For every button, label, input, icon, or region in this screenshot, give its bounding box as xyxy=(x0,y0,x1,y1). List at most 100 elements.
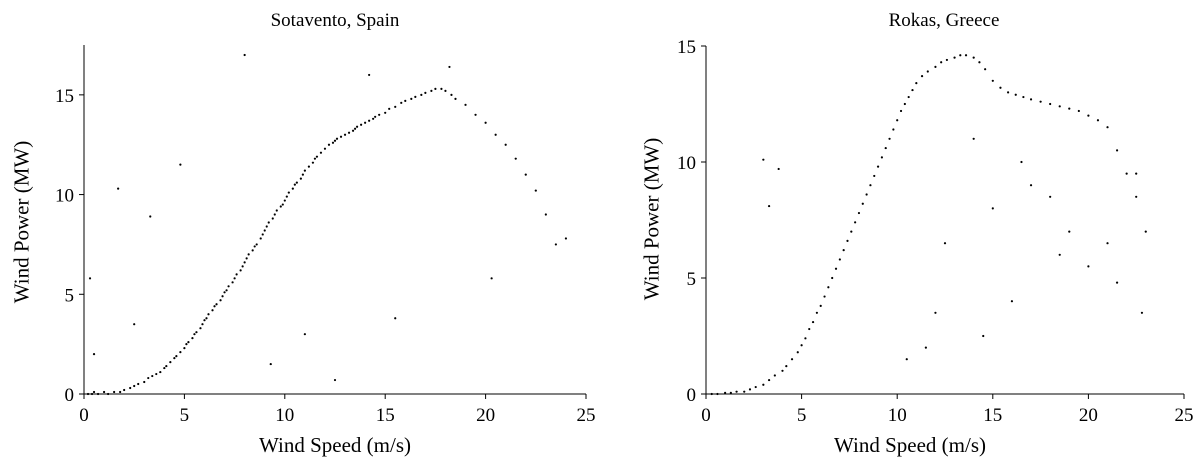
data-point xyxy=(159,370,162,374)
data-point xyxy=(241,265,244,268)
data-point xyxy=(215,303,218,306)
data-point xyxy=(183,347,186,350)
data-point xyxy=(984,68,987,71)
data-point xyxy=(861,202,864,205)
data-point xyxy=(934,311,937,314)
data-point xyxy=(343,133,347,136)
data-point xyxy=(1039,100,1042,103)
data-point xyxy=(165,364,168,368)
data-point xyxy=(815,311,818,314)
data-point xyxy=(235,273,238,276)
y-tick-label: 0 xyxy=(65,385,75,406)
data-point xyxy=(355,125,359,128)
data-point xyxy=(351,129,355,132)
data-point xyxy=(991,79,994,82)
data-point xyxy=(834,267,838,270)
data-point xyxy=(191,337,194,340)
data-point xyxy=(251,249,254,252)
data-point xyxy=(207,313,210,316)
data-point xyxy=(239,269,242,272)
data-point xyxy=(831,276,834,280)
data-point xyxy=(972,137,975,140)
data-point xyxy=(1029,184,1033,187)
data-point xyxy=(434,87,437,90)
data-point xyxy=(729,391,732,394)
data-point xyxy=(1144,230,1147,233)
data-point xyxy=(554,243,557,246)
data-point xyxy=(269,362,272,366)
data-point xyxy=(1077,109,1080,113)
data-point xyxy=(271,217,274,220)
data-point xyxy=(724,391,727,394)
x-tick-label: 25 xyxy=(1175,405,1194,426)
data-point xyxy=(1020,160,1023,164)
data-point xyxy=(259,237,262,240)
data-point xyxy=(96,392,100,396)
data-point xyxy=(1087,114,1090,117)
chart-title: Sotavento, Spain xyxy=(270,10,400,31)
x-tick-label: 20 xyxy=(1079,405,1098,426)
data-point xyxy=(1029,98,1033,101)
data-point xyxy=(92,353,96,356)
data-point xyxy=(735,390,738,393)
data-point xyxy=(892,128,895,131)
data-point xyxy=(378,113,381,116)
data-point xyxy=(360,123,363,126)
data-point xyxy=(169,360,172,364)
chart-panel-sotavento: 0 5 10 15 20 25 0 5 10 15 Sotavento, Spain Wind S… xyxy=(0,0,600,467)
x-axis-label: Wind Speed (m/s) xyxy=(834,433,986,457)
data-point xyxy=(1006,91,1010,94)
y-tick-label: 15 xyxy=(55,86,74,107)
data-point xyxy=(494,133,497,136)
data-point xyxy=(285,195,288,198)
data-point xyxy=(1135,172,1138,175)
data-point xyxy=(88,277,92,280)
data-point xyxy=(123,388,126,392)
data-point xyxy=(1068,230,1071,233)
data-point xyxy=(777,167,780,171)
data-point xyxy=(106,392,110,396)
x-tick-label: 10 xyxy=(888,405,907,426)
data-point xyxy=(211,309,214,312)
data-point xyxy=(388,107,391,110)
data-point xyxy=(384,111,387,114)
data-point xyxy=(92,390,96,394)
data-point xyxy=(117,187,120,190)
data-point xyxy=(233,277,236,280)
data-point xyxy=(1087,265,1090,268)
data-point xyxy=(838,258,841,261)
data-point xyxy=(953,56,956,59)
data-point xyxy=(767,378,771,382)
data-point xyxy=(454,97,457,100)
data-point xyxy=(307,165,310,168)
data-point xyxy=(119,390,122,394)
data-point xyxy=(850,230,853,233)
data-point xyxy=(243,53,246,57)
data-point xyxy=(185,343,188,346)
y-tick-label: 0 xyxy=(687,385,697,406)
data-point xyxy=(333,378,337,382)
data-point xyxy=(926,70,929,73)
data-point xyxy=(1125,172,1128,175)
data-point xyxy=(854,221,857,224)
data-point xyxy=(1106,242,1109,245)
data-point xyxy=(353,127,357,130)
data-point xyxy=(823,295,826,298)
data-point xyxy=(261,233,264,236)
data-point xyxy=(524,173,527,176)
data-point xyxy=(273,213,276,216)
data-point xyxy=(133,384,136,388)
data-point xyxy=(1068,107,1071,110)
data-point xyxy=(113,390,116,394)
data-point xyxy=(1049,102,1052,106)
data-point xyxy=(905,358,908,361)
data-point xyxy=(430,89,433,92)
data-point xyxy=(819,304,822,307)
data-point xyxy=(129,386,132,390)
data-point xyxy=(796,351,799,354)
data-point xyxy=(978,61,981,64)
data-point xyxy=(869,184,872,187)
data-point xyxy=(785,365,788,368)
data-point xyxy=(915,82,918,85)
data-point xyxy=(888,137,891,140)
